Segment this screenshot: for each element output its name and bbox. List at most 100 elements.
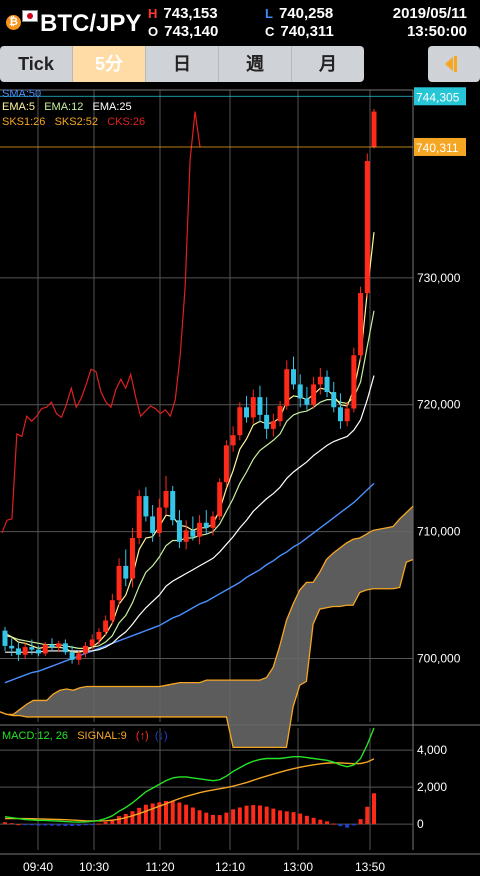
macd-histogram-bar bbox=[164, 801, 169, 825]
macd-histogram-bar bbox=[70, 824, 75, 826]
candle-body bbox=[29, 647, 35, 650]
macd-histogram-bar bbox=[117, 816, 122, 825]
macd-histogram-bar bbox=[16, 824, 21, 826]
legend-sma: SMA:50 bbox=[2, 88, 42, 100]
chart-axes: 700,000 710,000 720,000 730,000 4,000 2,000 0 0… bbox=[0, 87, 466, 874]
macd-histogram-bar bbox=[76, 824, 81, 826]
candle-body bbox=[170, 491, 176, 521]
macd-histogram-bar bbox=[325, 821, 330, 825]
open-label: O bbox=[148, 24, 159, 39]
macd-histogram-bar bbox=[184, 804, 189, 825]
macd-histogram-bar bbox=[56, 824, 61, 826]
y-tick-label: 720,000 bbox=[417, 398, 461, 412]
tab-week[interactable]: 週 bbox=[219, 46, 292, 82]
macd-histogram-bar bbox=[224, 812, 229, 825]
tab-tick[interactable]: Tick bbox=[0, 46, 73, 82]
tab-month[interactable]: 月 bbox=[319, 54, 337, 74]
candle-body bbox=[83, 645, 89, 654]
legend-hist-down: (↓) bbox=[154, 730, 168, 742]
tab-5min[interactable]: 5分 bbox=[73, 46, 146, 82]
candle-body bbox=[311, 384, 317, 405]
macd-histogram-bar bbox=[150, 803, 155, 825]
macd-histogram-bar bbox=[36, 824, 41, 826]
macd-histogram-bar bbox=[217, 815, 222, 825]
candle-body bbox=[237, 407, 243, 436]
x-tick-label: 12:10 bbox=[215, 860, 245, 874]
candle-body bbox=[264, 414, 270, 429]
macd-histogram-bar bbox=[372, 793, 376, 825]
macd-histogram-bar bbox=[123, 813, 128, 825]
current-price-tag-label: 740,311 bbox=[416, 141, 459, 155]
candle-body bbox=[103, 620, 109, 632]
candle-body bbox=[15, 648, 21, 655]
high-value: 743,153 bbox=[163, 5, 218, 22]
macd-histogram-bar bbox=[264, 806, 269, 825]
candle-body bbox=[257, 397, 263, 415]
macd-histogram-bar bbox=[49, 824, 54, 826]
macd-histogram-bar bbox=[110, 819, 115, 825]
open-value: 743,140 bbox=[164, 23, 219, 40]
macd-tick-label: 2,000 bbox=[417, 780, 447, 794]
macd-histogram-bar bbox=[43, 824, 48, 826]
macd-histogram-bar bbox=[291, 812, 296, 825]
macd-histogram-bar bbox=[318, 819, 323, 825]
macd-histogram-bar bbox=[170, 801, 175, 825]
bitcoin-icon: ₿ bbox=[6, 15, 21, 30]
tab-day[interactable]: 日 bbox=[146, 46, 219, 82]
macd-histogram-bar bbox=[284, 811, 289, 825]
legend-hist-up: (↑) bbox=[135, 730, 149, 742]
macd-histogram-bar bbox=[365, 806, 370, 825]
macd-line bbox=[4, 727, 375, 823]
candle-body bbox=[324, 376, 330, 393]
macd-histogram-bar bbox=[96, 823, 101, 825]
candle-body bbox=[371, 111, 377, 148]
open-price: O 743,140 bbox=[148, 23, 218, 41]
candle-body bbox=[49, 644, 55, 648]
collapse-panel-button[interactable] bbox=[428, 46, 480, 82]
macd-histogram-bar bbox=[157, 802, 162, 825]
candle-body bbox=[176, 520, 182, 542]
candle-body bbox=[217, 482, 223, 517]
candle-body bbox=[22, 647, 28, 655]
close-price: C 740,311 bbox=[265, 23, 334, 41]
y-tick-label: 730,000 bbox=[417, 271, 461, 285]
y-tick-label: 700,000 bbox=[417, 652, 461, 666]
candle-body bbox=[42, 644, 48, 654]
close-label: C bbox=[265, 24, 275, 39]
macd-histogram-bar bbox=[137, 807, 142, 825]
candle-body bbox=[96, 631, 102, 640]
candle-body bbox=[244, 407, 250, 418]
candle-body bbox=[290, 369, 296, 385]
low-price: L 740,258 bbox=[265, 5, 333, 23]
high-price-tag bbox=[414, 87, 466, 106]
macd-histogram-bar bbox=[197, 810, 202, 825]
legend-ema25: EMA:25 bbox=[92, 101, 132, 113]
legend-macd-line: MACD:12, 26 bbox=[2, 730, 69, 742]
x-tick-label: 10:30 bbox=[79, 860, 109, 874]
macd-histogram-bar bbox=[9, 823, 14, 825]
cks-line bbox=[1, 111, 201, 534]
macd-histogram-bar bbox=[237, 807, 242, 825]
cloud-fill bbox=[0, 506, 413, 748]
sks2-line bbox=[0, 558, 414, 749]
candle-body bbox=[210, 516, 216, 528]
macd-histogram-bar bbox=[351, 824, 356, 826]
time-text: 13:50:00 bbox=[406, 23, 467, 40]
low-value: 740,258 bbox=[278, 5, 334, 22]
candle-body bbox=[190, 530, 196, 537]
candle-body bbox=[116, 565, 122, 601]
candle-body bbox=[143, 496, 149, 517]
sks1-line bbox=[0, 505, 414, 716]
candle-body bbox=[76, 653, 82, 660]
macd-histogram-bar bbox=[23, 824, 28, 826]
candle-body bbox=[284, 369, 290, 406]
candle-body bbox=[337, 407, 343, 422]
macd-histogram-bar bbox=[298, 813, 303, 825]
x-tick-label: 09:40 bbox=[23, 860, 53, 874]
macd-histogram-bar bbox=[130, 811, 135, 825]
macd-histogram-bar bbox=[257, 805, 262, 825]
date-text: 2019/05/11 bbox=[392, 5, 467, 22]
candle-body bbox=[351, 355, 357, 409]
x-tick-label: 13:00 bbox=[283, 860, 313, 874]
